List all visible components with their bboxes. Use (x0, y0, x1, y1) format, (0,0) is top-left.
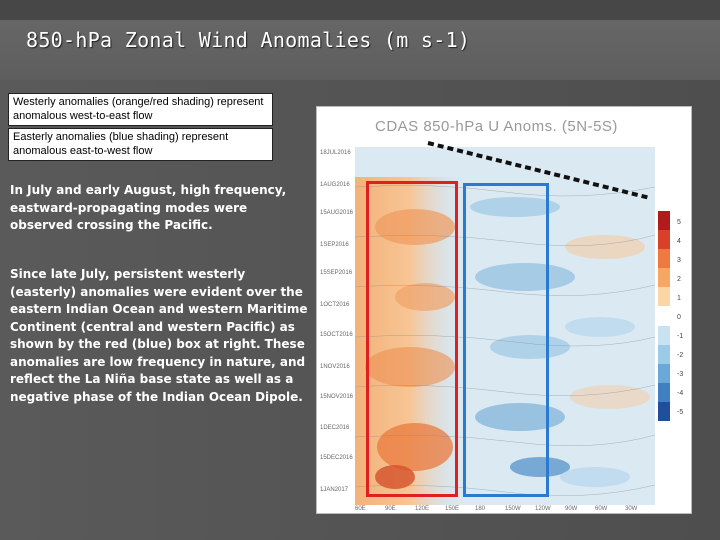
cbar-label-2: 4 (677, 238, 681, 245)
title-bar: 850-hPa Zonal Wind Anomalies (m s-1) (0, 20, 720, 80)
x-label-9: 60W (595, 506, 608, 512)
colorbar-swatch-3 (658, 249, 670, 269)
paragraph-persistent-anomalies: Since late July, persistent westerly (ea… (10, 267, 308, 404)
colorbar-swatch-4 (658, 268, 670, 288)
easterly-anomaly-box (463, 183, 549, 497)
colorbar-swatch-2 (658, 230, 670, 250)
x-label-4: 150E (445, 506, 460, 512)
westerly-legend-box: Westerly anomalies (orange/red shading) … (8, 93, 273, 126)
colorbar-swatch-8 (658, 344, 670, 364)
hovmoller-plot (355, 147, 655, 505)
y-label-3: 15AUG2016 (320, 210, 354, 216)
colorbar-swatch-11 (658, 401, 670, 422)
colorbar-swatch-1 (658, 211, 670, 231)
cbar-label-10: -4 (677, 390, 684, 397)
y-label-2: 1AUG2016 (320, 182, 350, 188)
y-label-7: 15OCT2016 (320, 332, 353, 338)
y-label-1: 18JUL2016 (320, 150, 351, 156)
cbar-label-1: 5 (677, 219, 681, 226)
colorbar-swatch-9 (658, 363, 670, 383)
easterly-legend-box: Easterly anomalies (blue shading) repres… (8, 128, 273, 161)
westerly-anomaly-box (366, 181, 458, 497)
x-label-1: 60E (355, 506, 366, 512)
y-label-8: 1NOV2016 (320, 364, 350, 370)
cbar-label-4: 2 (677, 276, 681, 283)
x-label-10: 30W (625, 506, 638, 512)
y-label-9: 15NOV2016 (320, 394, 354, 400)
cbar-label-3: 3 (677, 257, 681, 264)
x-label-6: 150W (505, 506, 521, 512)
cbar-label-6: 0 (677, 314, 681, 321)
x-label-7: 120W (535, 506, 551, 512)
x-label-2: 90E (385, 506, 396, 512)
colorbar-swatch-6 (658, 306, 670, 326)
colorbar-swatch-5 (658, 287, 670, 307)
cbar-label-8: -2 (677, 352, 684, 359)
cbar-label-9: -3 (677, 371, 684, 378)
colorbar-swatch-10 (658, 382, 670, 402)
colorbar-swatch-7 (658, 325, 670, 345)
x-label-5: 180 (475, 506, 486, 512)
paragraph-high-frequency: In July and early August, high frequency… (10, 183, 287, 232)
cbar-label-5: 1 (677, 295, 681, 302)
y-label-10: 1DEC2016 (320, 425, 350, 431)
y-label-5: 15SEP2016 (320, 270, 353, 276)
cbar-label-7: -1 (677, 333, 684, 340)
x-label-8: 90W (565, 506, 578, 512)
anomaly-shading (355, 147, 655, 505)
y-label-6: 1OCT2016 (320, 302, 350, 308)
slide-title: 850-hPa Zonal Wind Anomalies (m s-1) (26, 28, 471, 52)
top-band (0, 0, 720, 20)
y-label-11: 15DEC2016 (320, 455, 353, 461)
cbar-label-11: -5 (677, 409, 684, 416)
figure-title: CDAS 850-hPa U Anoms. (5N-5S) (375, 118, 618, 135)
colorbar (658, 211, 670, 422)
x-label-3: 120E (415, 506, 430, 512)
y-label-12: 1JAN2017 (320, 487, 349, 493)
y-label-4: 1SEP2016 (320, 242, 349, 248)
